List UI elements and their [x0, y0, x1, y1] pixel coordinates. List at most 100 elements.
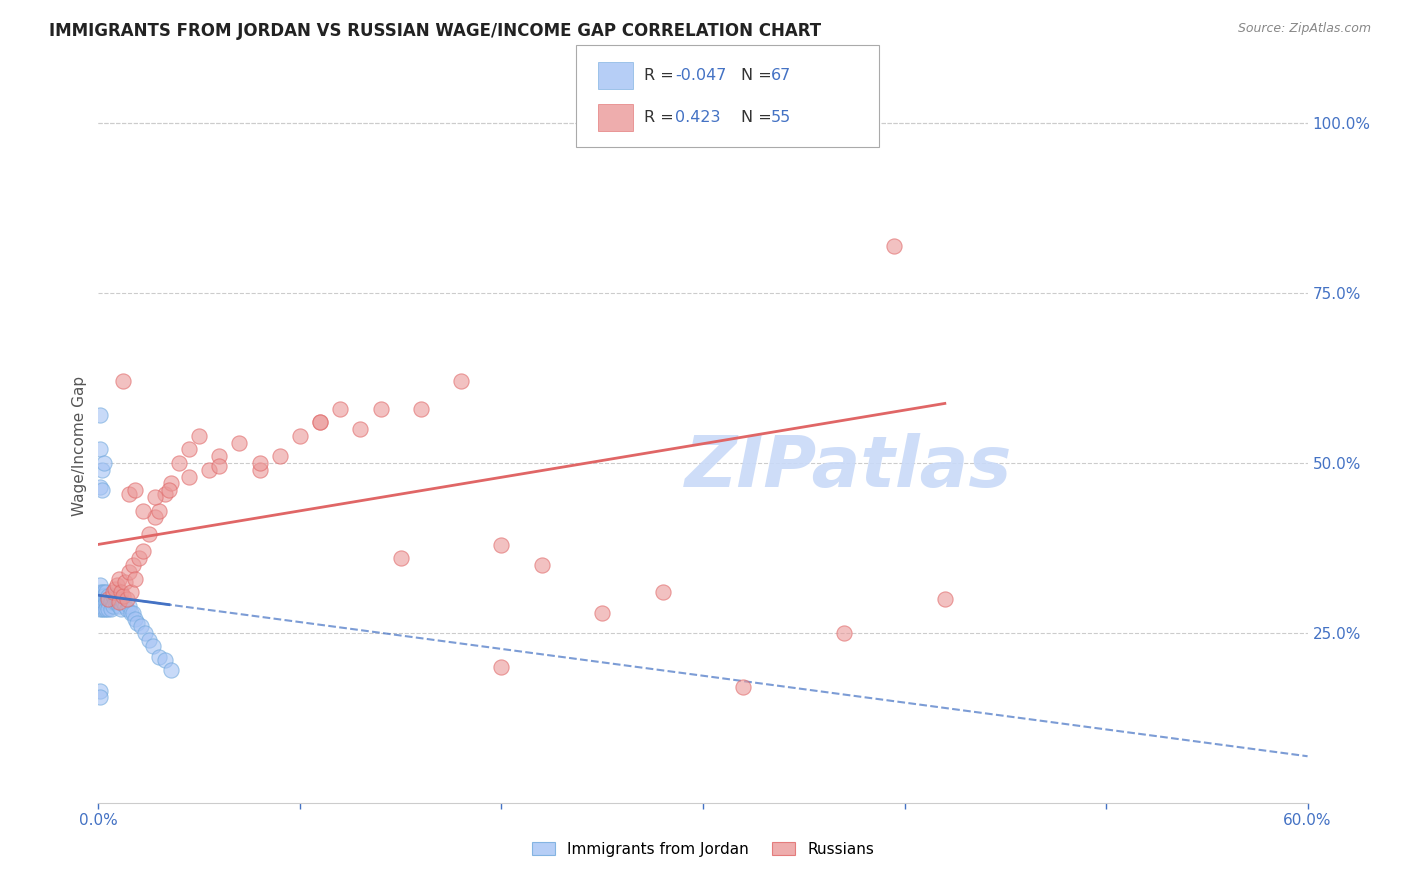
Point	[89, 585, 111, 599]
Point	[91, 591, 114, 606]
Text: 67: 67	[770, 69, 790, 83]
Point	[93, 589, 115, 603]
Point	[132, 544, 155, 558]
Text: R =: R =	[644, 69, 679, 83]
Point	[93, 456, 115, 470]
Point	[179, 469, 201, 483]
Point	[111, 595, 134, 609]
Y-axis label: Wage/Income Gap: Wage/Income Gap	[72, 376, 87, 516]
Point	[128, 551, 150, 566]
Point	[208, 449, 231, 463]
Point	[491, 660, 513, 674]
Point	[100, 591, 122, 606]
Point	[89, 591, 111, 606]
Point	[208, 459, 231, 474]
Point	[148, 649, 170, 664]
Point	[91, 591, 114, 606]
Point	[198, 463, 221, 477]
Point	[89, 589, 111, 603]
Point	[100, 595, 122, 609]
Point	[107, 599, 129, 613]
Point	[288, 429, 311, 443]
Point	[93, 595, 115, 609]
Point	[91, 585, 114, 599]
Point	[329, 401, 352, 416]
Point	[125, 615, 148, 630]
Point	[188, 429, 211, 443]
Point	[101, 585, 124, 599]
Point	[121, 606, 143, 620]
Point	[160, 663, 183, 677]
Point	[103, 591, 125, 606]
Point	[97, 595, 120, 609]
Point	[96, 585, 118, 599]
Point	[129, 619, 152, 633]
Point	[651, 585, 673, 599]
Text: N =: N =	[741, 69, 778, 83]
Point	[138, 632, 160, 647]
Point	[142, 640, 165, 654]
Text: IMMIGRANTS FROM JORDAN VS RUSSIAN WAGE/INCOME GAP CORRELATION CHART: IMMIGRANTS FROM JORDAN VS RUSSIAN WAGE/I…	[49, 22, 821, 40]
Point	[160, 476, 183, 491]
Point	[389, 551, 412, 566]
Point	[101, 599, 124, 613]
Point	[349, 422, 371, 436]
Text: N =: N =	[741, 111, 778, 125]
Legend: Immigrants from Jordan, Russians: Immigrants from Jordan, Russians	[526, 836, 880, 863]
Point	[120, 606, 142, 620]
Point	[91, 589, 114, 603]
Point	[107, 595, 129, 609]
Point	[114, 599, 136, 613]
Point	[91, 483, 114, 498]
Point	[100, 602, 122, 616]
Text: R =: R =	[644, 111, 683, 125]
Point	[228, 435, 250, 450]
Point	[124, 483, 146, 498]
Point	[179, 442, 201, 457]
Text: 0.423: 0.423	[675, 111, 720, 125]
Point	[118, 599, 141, 613]
Point	[89, 480, 111, 494]
Point	[89, 602, 111, 616]
Point	[111, 589, 134, 603]
Point	[309, 415, 332, 429]
Point	[124, 612, 146, 626]
Text: Source: ZipAtlas.com: Source: ZipAtlas.com	[1237, 22, 1371, 36]
Point	[101, 589, 124, 603]
Point	[111, 375, 134, 389]
Point	[249, 456, 271, 470]
Point	[120, 585, 142, 599]
Point	[89, 595, 111, 609]
Point	[93, 602, 115, 616]
Text: -0.047: -0.047	[675, 69, 727, 83]
Point	[96, 591, 118, 606]
Point	[91, 595, 114, 609]
Point	[118, 486, 141, 500]
Point	[103, 582, 125, 596]
Point	[143, 490, 166, 504]
Point	[153, 486, 176, 500]
Point	[370, 401, 392, 416]
Point	[105, 591, 128, 606]
Text: 55: 55	[770, 111, 790, 125]
Point	[269, 449, 291, 463]
Point	[883, 238, 905, 252]
Point	[138, 527, 160, 541]
Point	[157, 483, 180, 498]
Point	[409, 401, 432, 416]
Point	[530, 558, 553, 572]
Text: ZIPatlas: ZIPatlas	[685, 433, 1012, 502]
Point	[110, 595, 132, 609]
Point	[89, 683, 111, 698]
Point	[591, 606, 613, 620]
Point	[91, 602, 114, 616]
Point	[121, 558, 143, 572]
Point	[97, 589, 120, 603]
Point	[105, 578, 128, 592]
Point	[89, 690, 111, 705]
Point	[148, 503, 170, 517]
Point	[91, 599, 114, 613]
Point	[733, 680, 755, 694]
Point	[89, 409, 111, 423]
Point	[134, 626, 156, 640]
